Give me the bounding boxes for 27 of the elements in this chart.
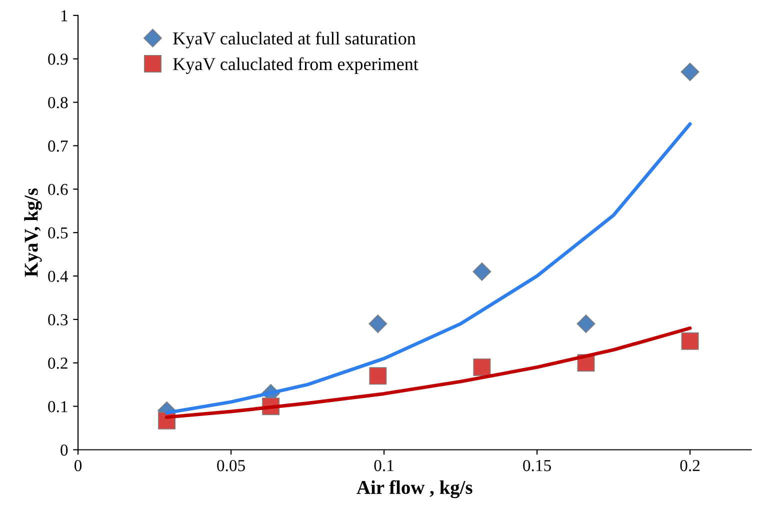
point bbox=[576, 314, 596, 334]
x-tick-label: 0.15 bbox=[523, 460, 551, 472]
point bbox=[681, 332, 699, 350]
y-tick-label: 0.8 bbox=[48, 96, 68, 108]
x-tick-label: 0.2 bbox=[680, 460, 700, 472]
x-axis-title: Air flow , kg/s bbox=[356, 480, 472, 498]
y-tick-label: 0.5 bbox=[48, 227, 68, 239]
y-tick-label: 0.7 bbox=[48, 140, 68, 152]
y-tick-label: 0 bbox=[60, 444, 68, 456]
point bbox=[680, 62, 700, 82]
y-tick-label: 0.2 bbox=[48, 358, 68, 369]
point bbox=[472, 262, 492, 281]
y-tick-label: 0.3 bbox=[48, 314, 68, 326]
legend-label: KyaV caluclated at full saturation bbox=[173, 32, 416, 48]
y-tick-label: 0.1 bbox=[48, 401, 68, 412]
y-tick-label: 0.6 bbox=[48, 184, 68, 196]
y-tick-label: 0.9 bbox=[48, 54, 68, 65]
point bbox=[369, 367, 387, 385]
point bbox=[473, 358, 491, 376]
x-tick-label: 0.1 bbox=[374, 460, 394, 472]
y-tick-label: 1 bbox=[61, 10, 68, 22]
y-tick-label: 0.4 bbox=[48, 270, 68, 282]
point bbox=[368, 314, 388, 334]
x-tick-label: 0 bbox=[74, 460, 82, 472]
y-axis-title: KyaV, kg/s bbox=[24, 188, 42, 277]
x-tick-label: 0.05 bbox=[217, 460, 245, 472]
legend-label: KyaV caluclated from experiment bbox=[173, 57, 418, 74]
